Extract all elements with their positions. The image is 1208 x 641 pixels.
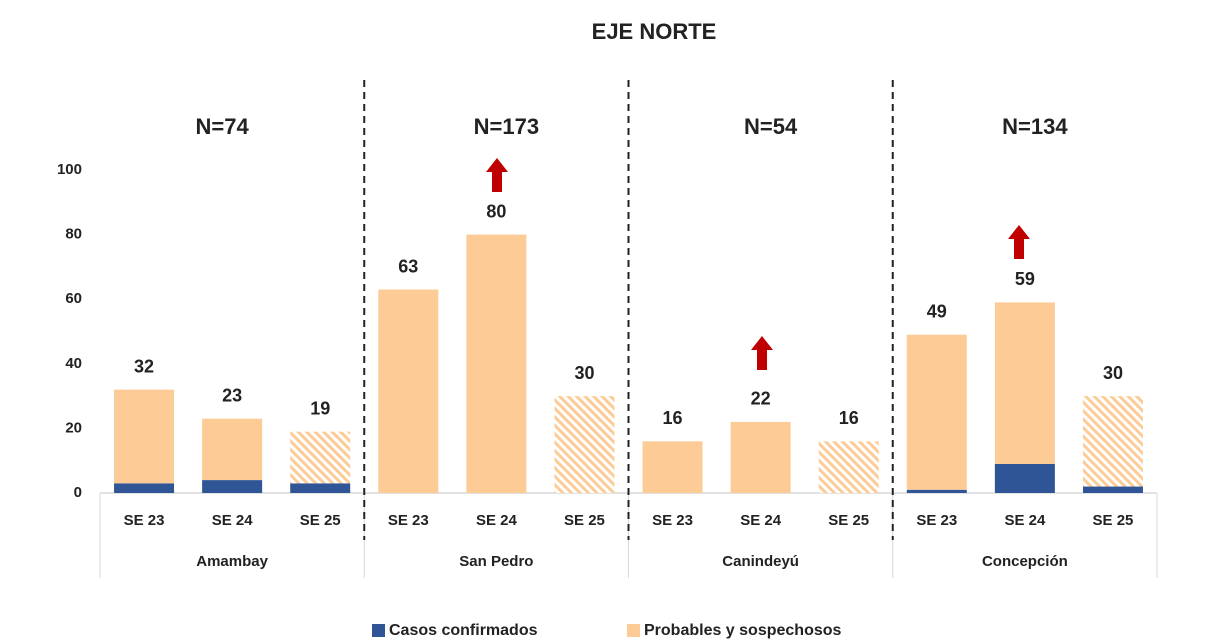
bar-segment <box>906 489 967 493</box>
bar-segment <box>906 334 967 490</box>
bar-segment <box>202 418 263 481</box>
group-label: San Pedro <box>459 553 533 570</box>
y-tick-label: 20 <box>65 419 82 436</box>
x-tick-label: SE 23 <box>916 512 957 529</box>
total-label: 23 <box>222 385 242 405</box>
bar-segment <box>378 289 439 493</box>
total-label: 63 <box>398 256 418 276</box>
bar-segment <box>818 441 879 493</box>
bar-segment <box>554 396 615 493</box>
legend-label: Probables y sospechosos <box>644 622 842 639</box>
bar-segment <box>642 441 703 493</box>
group-n-label: N=134 <box>1002 114 1068 139</box>
arrow <box>486 158 508 192</box>
total-label: 30 <box>574 363 594 383</box>
x-tick-label: SE 24 <box>476 512 518 529</box>
group-label: Concepción <box>982 553 1068 570</box>
x-tick-label: SE 24 <box>740 512 782 529</box>
group-label: Amambay <box>196 553 268 570</box>
bar-segment <box>466 234 527 493</box>
total-label: 16 <box>663 408 683 428</box>
bar-segment <box>290 431 351 484</box>
trend-arrows <box>486 158 1030 370</box>
y-tick-label: 0 <box>74 484 82 501</box>
arrow <box>751 336 773 370</box>
group-n-label: N=54 <box>744 114 798 139</box>
bar-segment <box>730 421 791 493</box>
bar-segment <box>1082 396 1143 487</box>
bar-segment <box>202 480 263 493</box>
x-tick-label: SE 23 <box>388 512 429 529</box>
legend-swatch <box>372 624 385 637</box>
group-label: Canindeyú <box>722 553 799 570</box>
total-label: 19 <box>310 398 330 418</box>
bar-segment <box>114 389 175 484</box>
y-tick-label: 60 <box>65 290 82 307</box>
bar-segment <box>994 302 1055 464</box>
total-label: 59 <box>1015 269 1035 289</box>
group-n-label: N=173 <box>474 114 539 139</box>
x-tick-label: SE 25 <box>828 512 869 529</box>
y-tick-label: 80 <box>65 226 82 243</box>
bar-segment <box>114 483 175 493</box>
total-label: 80 <box>486 201 506 221</box>
chart-title: EJE NORTE <box>592 19 717 44</box>
x-tick-label: SE 24 <box>212 512 254 529</box>
legend-swatch <box>627 624 640 637</box>
bar-segment <box>994 463 1055 493</box>
x-tick-label: SE 24 <box>1004 512 1046 529</box>
total-label: 32 <box>134 356 154 376</box>
legend-label: Casos confirmados <box>389 622 538 639</box>
x-tick-label: SE 23 <box>124 512 165 529</box>
total-label: 49 <box>927 301 947 321</box>
y-tick-label: 100 <box>57 161 82 178</box>
x-tick-label: SE 25 <box>300 512 341 529</box>
total-label: 16 <box>839 408 859 428</box>
bar-segment <box>290 483 351 493</box>
y-tick-label: 40 <box>65 355 82 372</box>
x-tick-label: SE 25 <box>564 512 605 529</box>
bar-segment <box>1082 486 1143 493</box>
group-n-label: N=74 <box>196 114 250 139</box>
total-label: 22 <box>751 389 771 409</box>
x-tick-label: SE 23 <box>652 512 693 529</box>
x-tick-label: SE 25 <box>1093 512 1134 529</box>
arrow <box>1008 225 1030 259</box>
total-label: 30 <box>1103 363 1123 383</box>
